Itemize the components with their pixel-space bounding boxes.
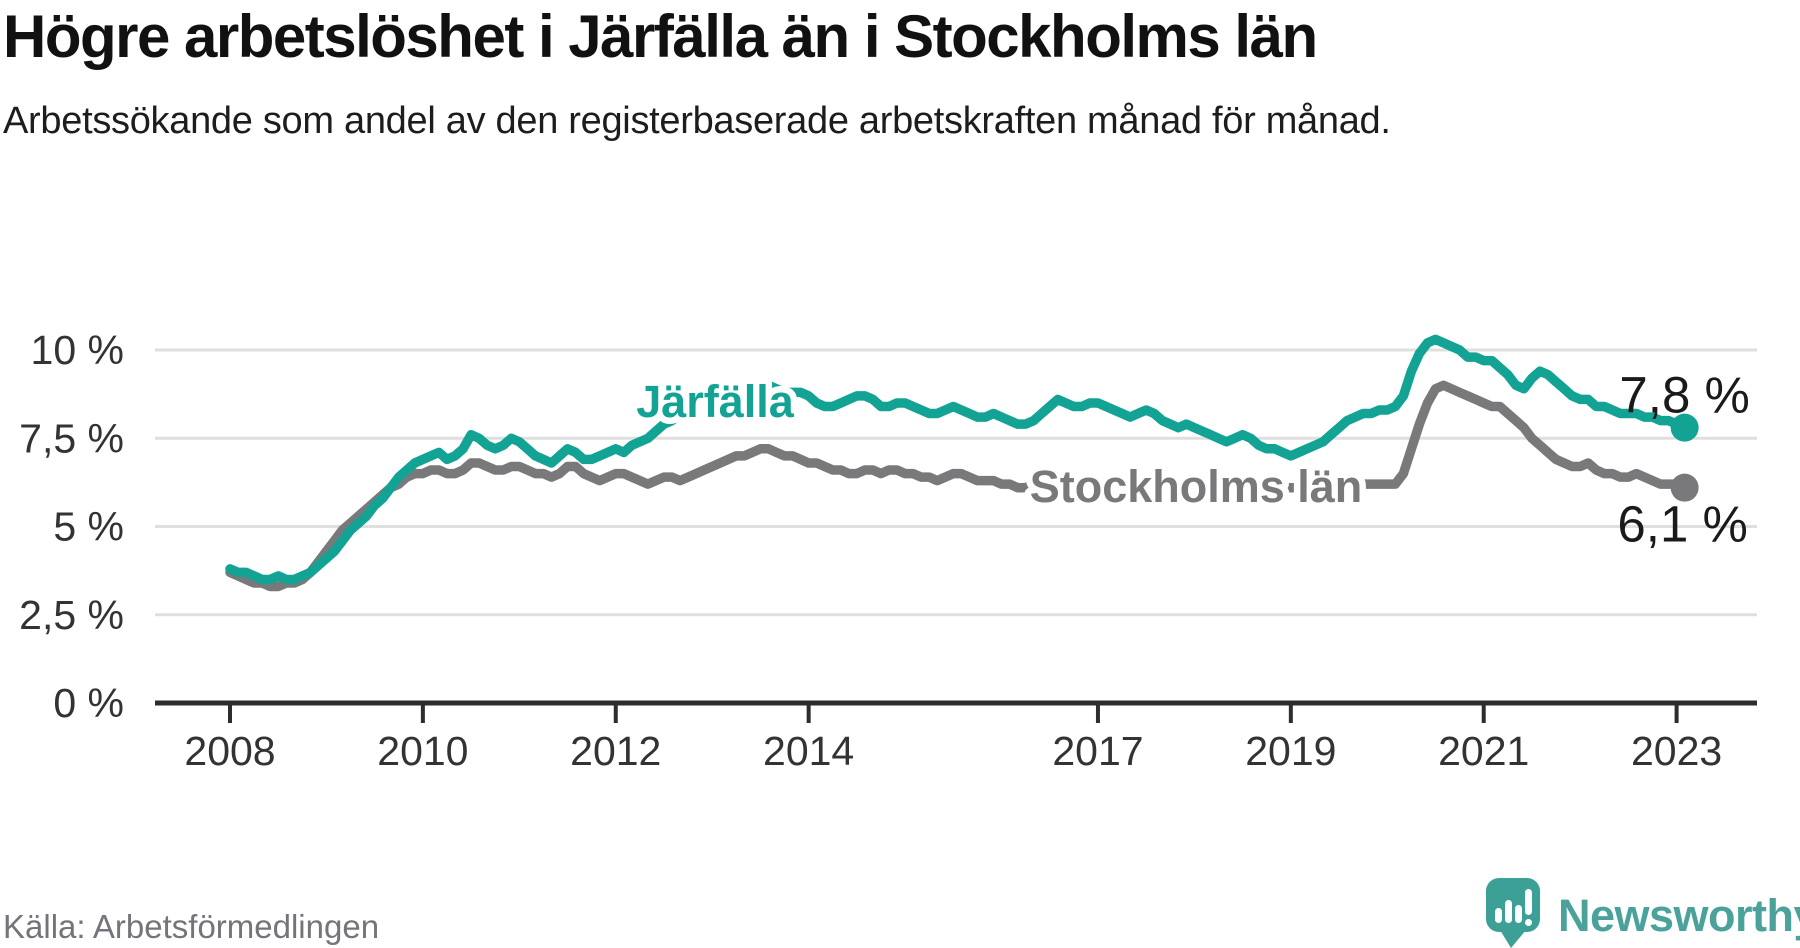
x-tick-label-2014: 2014 — [763, 728, 854, 774]
x-tick-label-2021: 2021 — [1438, 728, 1529, 774]
y-tick-label-2: 5 % — [53, 504, 124, 550]
y-tick-label-0: 0 % — [53, 680, 124, 726]
logo-exclamation-bar — [1525, 889, 1532, 915]
data-lines — [225, 334, 1690, 592]
newsworthy-logo-icon — [1486, 878, 1540, 948]
end-value-label-stockholms-lan: 6,1 % — [1617, 496, 1747, 553]
series-label-jarfalla: Järfälla — [636, 376, 795, 427]
chart-subtitle: Arbetssökande som andel av den registerb… — [3, 100, 1391, 142]
series-label-stockholms-lan: Stockholms län — [1030, 461, 1363, 512]
x-tick-label-2023: 2023 — [1631, 728, 1722, 774]
logo-bar-2 — [1505, 900, 1512, 923]
logo-exclamation-dot — [1525, 919, 1532, 926]
end-dot-jarfalla — [1670, 413, 1699, 442]
line-stockholms-lan — [225, 380, 1690, 592]
y-tick-label-3: 7,5 % — [19, 415, 124, 461]
newsworthy-logo: Newsworthy — [1486, 878, 1800, 948]
line-jarfalla — [225, 334, 1690, 585]
source-note: Källa: Arbetsförmedlingen — [3, 908, 380, 945]
x-tick-label-2012: 2012 — [570, 728, 661, 774]
x-tick-label-2008: 2008 — [184, 728, 275, 774]
chart-title: Högre arbetslöshet i Järfälla än i Stock… — [3, 3, 1318, 70]
y-tick-label-4: 10 % — [31, 327, 124, 373]
x-tick-label-2010: 2010 — [377, 728, 468, 774]
end-value-label-jarfalla: 7,8 % — [1619, 367, 1749, 424]
y-tick-label-1: 2,5 % — [19, 592, 124, 638]
chart-header: Högre arbetslöshet i Järfälla än i Stock… — [3, 4, 1763, 149]
x-axis — [155, 700, 1757, 723]
logo-bar-3 — [1515, 905, 1522, 923]
newsworthy-wordmark: Newsworthy — [1558, 890, 1800, 941]
x-tick-label-2019: 2019 — [1245, 728, 1336, 774]
x-tick-label-2017: 2017 — [1052, 728, 1143, 774]
logo-bar-1 — [1495, 908, 1502, 923]
end-dots — [1670, 413, 1699, 502]
end-dot-stockholms-lan — [1670, 473, 1699, 502]
gridlines — [155, 348, 1757, 617]
